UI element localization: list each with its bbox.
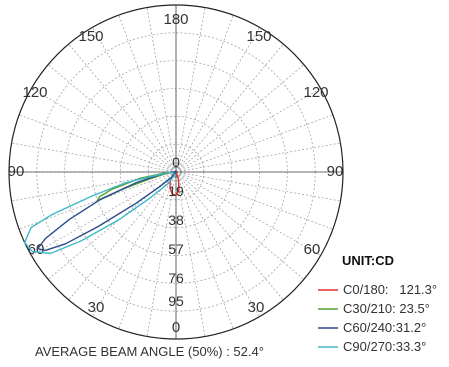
angle-label-left-90: 90	[8, 163, 25, 180]
angle-label-right-60: 60	[304, 241, 321, 258]
unit-label: UNIT:CD	[342, 253, 394, 268]
legend-label-c0: C0/180: 121.3°	[343, 282, 437, 297]
angle-label-top: 180	[163, 11, 188, 28]
radial-labels: 0 19 38 57 76 95	[168, 154, 184, 309]
series-curve-3	[23, 171, 176, 255]
angle-label-upper-right-150: 150	[246, 28, 271, 45]
radial-label-57: 57	[168, 241, 184, 257]
angle-label-left-120: 120	[22, 84, 47, 101]
angle-label-bottom: 0	[172, 319, 180, 336]
legend-label-c30: C30/210: 23.5°	[343, 301, 430, 316]
legend-label-c90: C90/270:33.3°	[343, 339, 426, 354]
legend-label-c60: C60/240:31.2°	[343, 320, 426, 335]
angle-label-right-120: 120	[303, 84, 328, 101]
angle-label-upper-left-150: 150	[78, 28, 103, 45]
radial-label-0: 0	[172, 154, 180, 170]
angle-label-right-30: 30	[248, 299, 265, 316]
radial-label-95: 95	[168, 293, 184, 309]
radial-label-19: 19	[168, 183, 184, 199]
angle-label-left-30: 30	[88, 299, 105, 316]
legend: UNIT:CD C0/180: 121.3° C30/210: 23.5° C6…	[318, 253, 437, 354]
beam-angle-footer: AVERAGE BEAM ANGLE (50%) : 52.4°	[35, 344, 264, 359]
curves	[23, 171, 180, 255]
radial-label-38: 38	[168, 212, 184, 228]
radial-label-76: 76	[168, 270, 184, 286]
angle-label-right-90: 90	[327, 163, 344, 180]
series-curve-2	[36, 171, 177, 252]
angle-labels: 180 150 150 120 120 90 90 60 60 30 30 0	[8, 11, 344, 336]
